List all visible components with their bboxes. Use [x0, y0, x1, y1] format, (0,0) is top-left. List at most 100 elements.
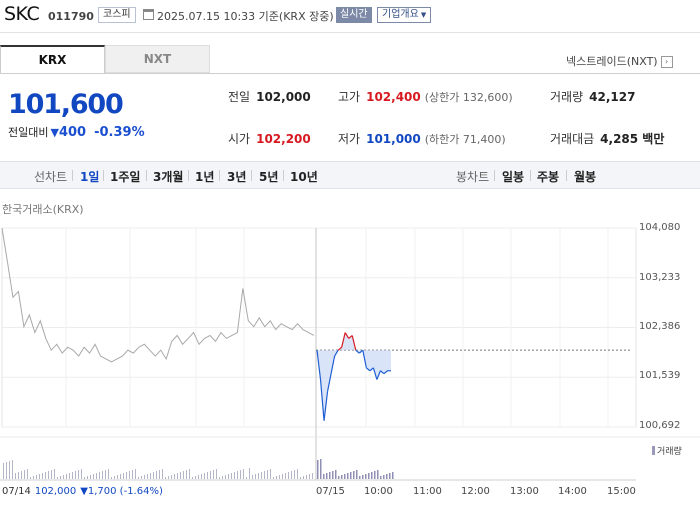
- nxt-link-label: 넥스트레이드(NXT): [566, 55, 658, 68]
- volume-bar: [386, 474, 388, 479]
- volume-bar: [39, 474, 40, 479]
- volume-bar: [392, 472, 394, 479]
- volume-bar: [147, 474, 148, 479]
- separator: [219, 170, 220, 181]
- volume-bar: [144, 475, 145, 479]
- volume-bar: [294, 470, 295, 479]
- tab-krx[interactable]: KRX: [0, 45, 105, 73]
- volume-bar: [347, 473, 349, 479]
- volume-bar: [123, 473, 124, 479]
- stat-value: 102,400: [366, 90, 421, 104]
- volume-bar: [165, 477, 166, 479]
- price-change: 400: [58, 125, 87, 140]
- volume-bar: [138, 477, 139, 479]
- volume-bar: [111, 477, 112, 479]
- volume-bar: [353, 471, 355, 479]
- y-tick-label: 102,386: [639, 321, 681, 332]
- stat-label: 전일: [228, 90, 251, 104]
- prev-day-price: 102,000: [34, 486, 77, 497]
- period-3y[interactable]: 3년: [227, 170, 247, 184]
- period-monthly[interactable]: 월봉: [574, 170, 597, 184]
- volume-bar: [18, 472, 19, 479]
- volume-bar: [249, 468, 250, 479]
- volume-bar: [383, 475, 385, 479]
- today-line-segment: [369, 367, 374, 372]
- volume-bar: [153, 472, 154, 479]
- volume-bar: [195, 476, 196, 479]
- volume-bar: [96, 473, 97, 479]
- volume-bar: [27, 469, 28, 479]
- header-divider: [0, 32, 700, 33]
- volume-bar: [291, 471, 292, 479]
- prev-day-info: 07/14 102,000 ▼1,700 (-1.64%): [2, 486, 163, 497]
- volume-bar: [306, 475, 307, 479]
- volume-bar: [3, 463, 4, 479]
- volume-bar: [389, 473, 391, 479]
- volume-bar: [219, 477, 220, 479]
- period-5y[interactable]: 5년: [259, 170, 279, 184]
- x-tick-label: 10:00: [364, 486, 393, 497]
- volume-bar: [300, 477, 301, 479]
- volume-bar: [320, 459, 322, 479]
- price-change-percent: -0.39%: [94, 125, 145, 140]
- volume-bar: [264, 471, 265, 479]
- nxt-link[interactable]: 넥스트레이드(NXT) ›: [566, 53, 673, 69]
- volume-bar: [150, 473, 151, 479]
- period-1d[interactable]: 1일: [80, 170, 100, 184]
- volume-bar: [81, 469, 82, 479]
- change-label: 전일대비: [8, 126, 49, 139]
- period-daily[interactable]: 일봉: [502, 170, 525, 184]
- separator: [72, 170, 73, 181]
- separator: [251, 170, 252, 181]
- volume-bar: [180, 472, 181, 479]
- tab-nxt[interactable]: NXT: [105, 45, 210, 73]
- stat-label: 시가: [228, 132, 251, 146]
- volume-bar: [21, 471, 22, 479]
- volume-bar: [210, 471, 211, 479]
- separator: [494, 170, 495, 181]
- period-3m[interactable]: 3개월: [153, 170, 184, 184]
- realtime-button[interactable]: 실시간: [336, 7, 372, 23]
- y-tick-label: 101,539: [639, 370, 681, 381]
- volume-bar: [344, 474, 346, 479]
- volume-bar: [174, 474, 175, 479]
- calendar-icon: [143, 9, 154, 20]
- volume-bar: [288, 472, 289, 479]
- volume-bar: [132, 470, 133, 479]
- period-1w[interactable]: 1주일: [110, 170, 141, 184]
- today-line-segment: [365, 367, 371, 372]
- volume-bar: [78, 470, 79, 479]
- volume-bar: [57, 477, 58, 479]
- period-1y[interactable]: 1년: [195, 170, 215, 184]
- stat-sub: (하한가 71,400): [424, 133, 506, 146]
- volume-bar: [309, 474, 310, 479]
- period-weekly[interactable]: 주봉: [537, 170, 560, 184]
- stat-value: 102,200: [256, 132, 311, 146]
- volume-bar: [36, 475, 37, 479]
- volume-legend: 거래량: [652, 444, 682, 457]
- today-line-segment: [316, 350, 322, 380]
- volume-bar: [270, 469, 271, 479]
- tab-divider: [0, 73, 700, 74]
- volume-bar: [231, 473, 232, 479]
- stat-value: 42,127: [589, 90, 636, 104]
- volume-bar: [45, 472, 46, 479]
- market-badge: 코스피: [98, 7, 136, 23]
- volume-bar: [87, 476, 88, 479]
- today-line-segment: [326, 373, 332, 392]
- volume-bar: [9, 461, 10, 479]
- today-line-segment: [341, 332, 346, 348]
- volume-bar: [365, 474, 367, 479]
- stock-name: SKC: [4, 3, 40, 25]
- volume-bar: [374, 471, 376, 479]
- period-10y[interactable]: 10년: [290, 170, 318, 184]
- volume-bar: [168, 476, 169, 479]
- today-line-segment: [330, 355, 336, 374]
- company-overview-button[interactable]: 기업개요 ▼: [377, 7, 432, 23]
- volume-bar: [15, 473, 16, 479]
- volume-bar: [350, 472, 352, 479]
- volume-bar: [186, 470, 187, 479]
- volume-bar: [156, 471, 157, 479]
- today-fill: [317, 332, 391, 421]
